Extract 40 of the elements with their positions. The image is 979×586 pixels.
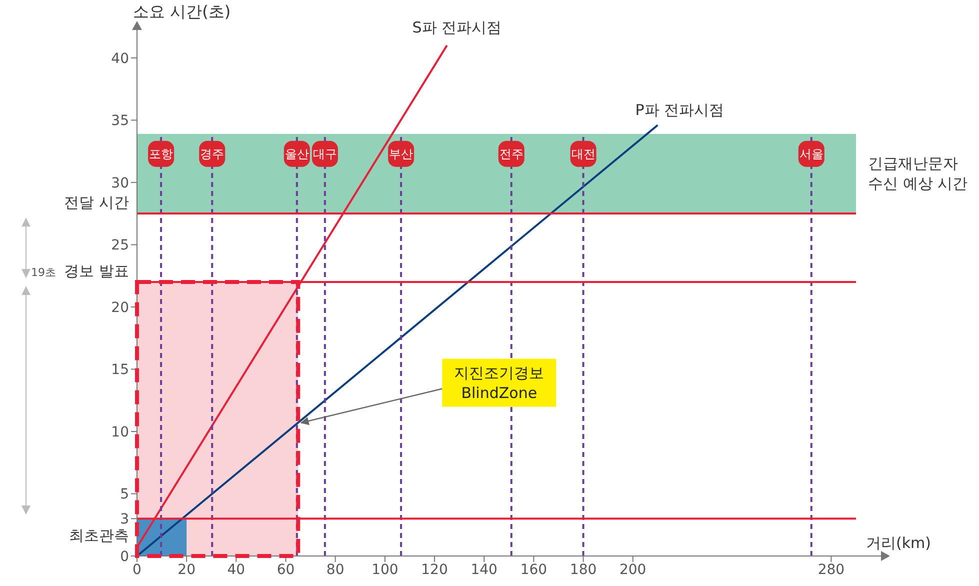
- x-tick-label: 100: [372, 562, 398, 578]
- ref-line-label: 경보 발표: [64, 262, 129, 280]
- y-tick-label: 3: [120, 512, 129, 528]
- ref-line-label: 서울: [799, 146, 824, 161]
- y-tick-label: 35: [111, 113, 129, 130]
- x-tick-label: 20: [178, 562, 196, 578]
- ref-line-label: 울산: [284, 146, 309, 161]
- annotation: P파 전파시점: [635, 101, 724, 120]
- y-tick-label: 25: [111, 238, 129, 254]
- ref-line-label: 대전: [571, 146, 596, 161]
- text: 19초: [31, 266, 56, 280]
- y-tick-label: 10: [111, 424, 129, 440]
- x-tick-label: 120: [421, 562, 448, 578]
- y-tick-label: 40: [111, 50, 129, 67]
- x-tick-label: 80: [326, 562, 344, 578]
- x-tick-label: 200: [619, 562, 646, 578]
- x-tick-label: 180: [570, 562, 597, 578]
- band-label: 긴급재난문자 수신 예상 시간: [868, 154, 968, 193]
- y-axis-title: 소요 시간(초): [133, 2, 231, 21]
- x-tick-label: 40: [227, 562, 246, 578]
- y-tick-label: 30: [111, 175, 129, 192]
- annotation: S파 전파시점: [412, 18, 502, 36]
- ref-line-label: 전주: [499, 146, 524, 161]
- annotation: 지진조기경보 BlindZone: [454, 364, 544, 402]
- ref-line-label: 경주: [200, 146, 224, 161]
- x-tick-label: 280: [818, 562, 845, 578]
- y-tick-label: 15: [111, 362, 129, 378]
- ref-line-label: 전달 시간: [64, 194, 129, 212]
- y-tick-label: 5: [120, 486, 129, 503]
- x-tick-label: 60: [276, 562, 295, 578]
- ref-line-label: 부산: [389, 146, 414, 161]
- ref-line-label: 대구: [312, 146, 337, 161]
- x-tick-label: 160: [520, 562, 548, 578]
- x-tick-label: 0: [132, 562, 142, 578]
- ref-line-label: 포항: [149, 146, 174, 161]
- x-tick-label: 140: [470, 562, 498, 578]
- y-tick-label: 20: [111, 300, 129, 316]
- x-axis-title: 거리(km): [866, 534, 932, 552]
- y-tick-label: 0: [120, 548, 129, 565]
- ref-line-label: 최초관측: [69, 526, 129, 545]
